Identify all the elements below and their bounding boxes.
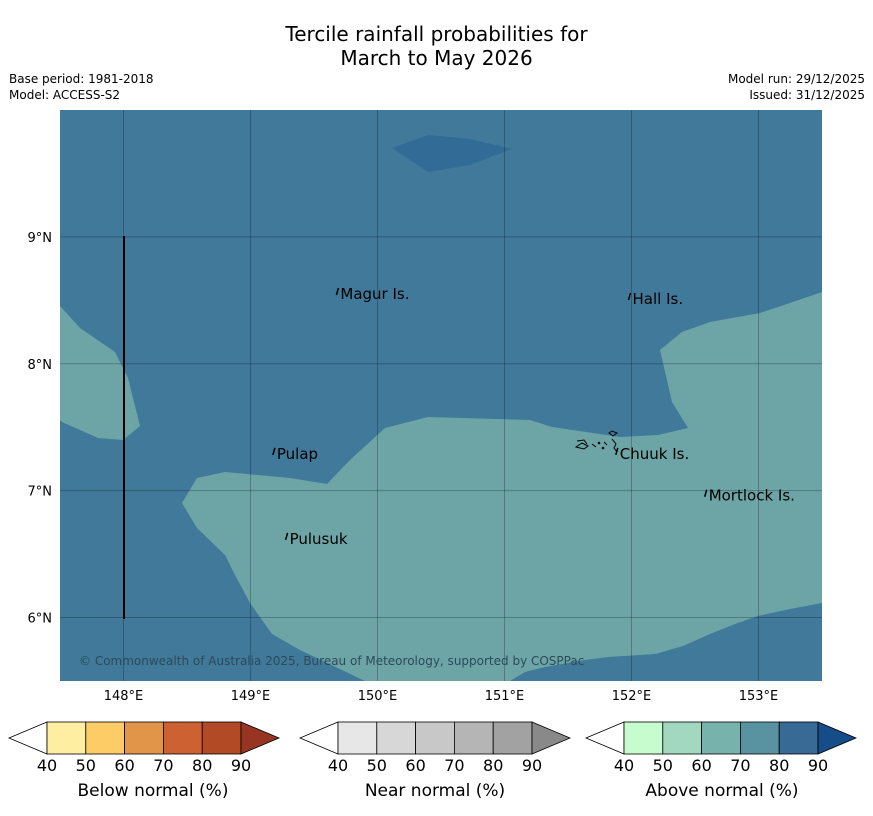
place-label: Hall Is. — [633, 290, 684, 308]
colorbar-segment — [337, 721, 378, 755]
longitude-ticks: 148°E 149°E 150°E 151°E 152°E 153°E — [104, 689, 779, 704]
island-mark — [627, 292, 632, 301]
colorbar-tick-label: 70 — [730, 756, 750, 775]
colorbar-segment — [415, 721, 455, 755]
lon-tick-label: 149°E — [231, 689, 271, 704]
place-labels: Magur Is. Hall Is. Pulap Chuuk Is. Mortlock … — [272, 285, 795, 548]
colorbar-tick-label: 90 — [231, 756, 251, 775]
probability-region-80-90 — [392, 135, 512, 172]
place-label: Mortlock Is. — [709, 487, 795, 505]
colorbar-tick-label: 60 — [691, 756, 711, 775]
colorbar-segment — [85, 721, 126, 755]
copyright-text: © Commonwealth of Australia 2025, Bureau… — [79, 654, 584, 668]
island-mark — [703, 489, 708, 497]
colorbar-label-above: Above normal (%) — [645, 781, 799, 801]
colorbar-tick-label: 40 — [37, 756, 57, 775]
colorbar-tick-label: 50 — [653, 756, 673, 775]
colorbar-tick-label: 50 — [76, 756, 96, 775]
colorbar-extend-low — [584, 721, 625, 755]
lat-tick-label: 8°N — [28, 358, 53, 373]
colorbar-tick-label: 80 — [192, 756, 212, 775]
issued-date: Issued: 31/12/2025 — [749, 88, 865, 102]
lon-tick-label: 153°E — [739, 689, 779, 704]
probability-region-60-70 — [60, 292, 822, 681]
colorbar-tick-label: 80 — [769, 756, 789, 775]
title-line-2: March to May 2026 — [340, 46, 533, 70]
colorbar-segment — [46, 721, 87, 755]
island-mark — [615, 447, 619, 456]
lon-tick-label: 152°E — [612, 689, 652, 704]
colorbar-segment — [376, 721, 416, 755]
grid-lines — [60, 110, 822, 681]
colorbar-0: 40 50 60 70 80 90 — [7, 721, 281, 775]
place-label: Pulusuk — [290, 530, 348, 548]
colorbar-extend-high — [240, 721, 281, 755]
colorbar-segment — [453, 721, 494, 755]
colorbar-tick-label: 80 — [483, 756, 503, 775]
lon-tick-label: 151°E — [485, 689, 525, 704]
colorbar-extend-low — [298, 721, 339, 755]
model-name: Model: ACCESS-S2 — [9, 88, 121, 102]
place-label: Pulap — [277, 445, 318, 463]
colorbar-tick-label: 90 — [522, 756, 542, 775]
lat-tick-label: 6°N — [28, 612, 53, 627]
colorbar-segment — [201, 721, 242, 755]
meta-right: Model run: 29/12/2025 Issued: 31/12/2025 — [728, 71, 865, 103]
latitude-ticks: 6°N 7°N 8°N 9°N — [28, 231, 53, 627]
chuuk-islands — [574, 430, 619, 453]
base-period: Base period: 1981-2018 — [9, 72, 154, 86]
island-mark — [272, 447, 276, 456]
place-label: Chuuk Is. — [620, 445, 689, 463]
colorbar-segment — [778, 721, 819, 755]
meta-left: Base period: 1981-2018 Model: ACCESS-S2 — [9, 71, 154, 103]
model-run: Model run: 29/12/2025 — [727, 72, 865, 86]
colorbar-tick-label: 90 — [808, 756, 828, 775]
colorbar-1: 40 50 60 70 80 90 — [298, 721, 572, 775]
colorbar-segment — [492, 721, 533, 755]
colorbar-segment — [124, 721, 164, 755]
place-label: Magur Is. — [340, 285, 409, 303]
island-mark — [335, 287, 340, 296]
lon-tick-label: 148°E — [104, 689, 144, 704]
lat-tick-label: 9°N — [28, 231, 53, 246]
colorbar-label-below: Below normal (%) — [77, 781, 229, 801]
colorbar-tick-label: 60 — [114, 756, 134, 775]
colorbar-tick-label: 50 — [367, 756, 387, 775]
colorbar-tick-label: 40 — [614, 756, 634, 775]
colorbar-segment — [623, 721, 664, 755]
colorbar-segment — [740, 721, 780, 755]
colorbar-segment — [662, 721, 702, 755]
colorbar-tick-label: 60 — [405, 756, 425, 775]
chart-title: Tercile rainfall probabilities for March… — [0, 22, 873, 70]
colorbar-extend-low — [7, 721, 48, 755]
colorbars: 40 50 60 70 80 90 40 50 60 70 80 90 40 50 60 70 80 90 — [7, 721, 858, 775]
island-mark — [284, 532, 289, 541]
colorbar-extend-high — [817, 721, 858, 755]
colorbar-segment — [162, 721, 203, 755]
colorbar-label-near: Near normal (%) — [364, 781, 506, 801]
map-area: Magur Is. Hall Is. Pulap Chuuk Is. Mortlock … — [60, 110, 822, 681]
title-line-1: Tercile rainfall probabilities for — [285, 22, 588, 46]
colorbar-extend-high — [531, 721, 572, 755]
colorbar-tick-label: 70 — [153, 756, 173, 775]
lon-tick-label: 150°E — [358, 689, 398, 704]
colorbar-tick-label: 70 — [444, 756, 464, 775]
lat-tick-label: 7°N — [28, 485, 53, 500]
colorbar-segment — [701, 721, 741, 755]
colorbar-tick-label: 40 — [328, 756, 348, 775]
colorbar-2: 40 50 60 70 80 90 — [584, 721, 858, 775]
